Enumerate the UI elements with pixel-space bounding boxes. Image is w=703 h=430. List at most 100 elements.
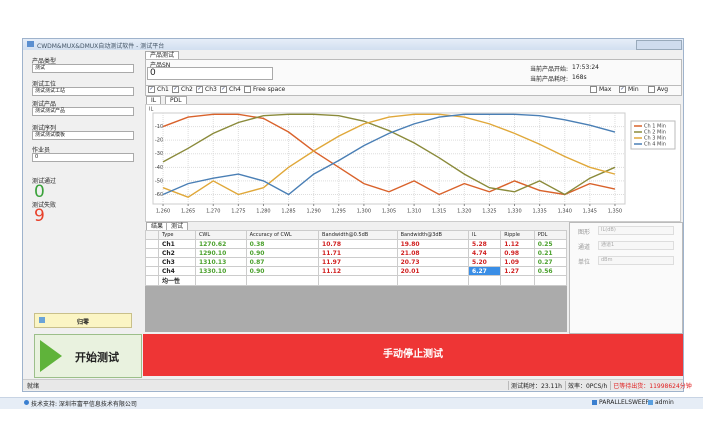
result-cell: 0.90	[245, 266, 320, 276]
result-tab[interactable]: 测试	[166, 222, 189, 230]
result-cell: Ch4	[158, 266, 196, 276]
checkbox	[590, 86, 597, 93]
result-row[interactable]: Ch1 1270.62 0.38 10.78 19.80 5.28 1.12 0.25	[145, 239, 568, 249]
stop-button[interactable]: 手动停止测试	[143, 334, 683, 376]
field-value[interactable]: 测试测试模板	[32, 131, 134, 140]
header-cell: Accuracy of CWL	[245, 230, 320, 240]
result-row[interactable]: Ch3 1310.13 0.87 11.97 20.73 5.20 1.09 0.27	[145, 257, 568, 267]
checkbox	[648, 86, 655, 93]
start-time-label: 当前产品开始:	[530, 66, 569, 73]
result-tab[interactable]: 结果	[146, 222, 169, 230]
result-cell: 1270.62	[194, 239, 247, 249]
start-label: 开始测试	[75, 351, 119, 364]
window-controls[interactable]	[636, 40, 682, 50]
result-cell: Ch2	[158, 248, 196, 258]
result-cell: 均一性	[158, 275, 196, 286]
y-tick-label: -60	[155, 192, 163, 198]
support-text: 技术支持: 深圳市富平信息技术有限公司	[31, 401, 137, 408]
x-tick-label: 1,280	[256, 209, 270, 215]
channel-check[interactable]: ✓ Ch3	[196, 86, 217, 93]
chart-tab[interactable]: PDL	[165, 96, 187, 104]
elapsed: 168s	[572, 74, 587, 81]
field-value[interactable]: 0	[32, 153, 134, 162]
x-tick-label: 1,285	[281, 209, 295, 215]
pass-label: 测试通过	[32, 178, 57, 185]
start-button[interactable]: 开始测试	[34, 334, 142, 378]
start-icon	[40, 340, 62, 372]
result-table: Type CWL Accuracy of CWL Bandwidth@0.5dB Ban…	[145, 230, 568, 286]
x-tick-label: 1,330	[507, 209, 521, 215]
result-cell: 0.38	[245, 239, 320, 249]
setting-label: 通道	[578, 244, 591, 251]
user-name: admin	[655, 399, 674, 406]
channel-check[interactable]: ✓ Ch4	[220, 86, 241, 93]
result-cell: 11.97	[318, 257, 398, 267]
check-bar	[145, 85, 682, 96]
sn-label: 产品SN	[150, 62, 171, 69]
x-tick-label: 1,305	[382, 209, 396, 215]
uniformity-row: 均一性	[145, 275, 568, 286]
x-tick-label: 1,300	[357, 209, 371, 215]
field-label: 测试产品	[32, 101, 57, 108]
y-tick-label: -30	[155, 151, 163, 157]
result-cell	[468, 275, 502, 286]
checkbox: ✓	[196, 86, 203, 93]
status-bar	[23, 379, 683, 390]
result-cell: 5.28	[468, 239, 502, 249]
channel-check[interactable]: ✓ Ch2	[172, 86, 193, 93]
checkbox: ✓	[172, 86, 179, 93]
field-label: 测试序列	[32, 125, 57, 132]
stat-check[interactable]: Avg	[648, 86, 668, 93]
setting-dropdown[interactable]: dBm	[598, 256, 674, 265]
result-cell: 0.21	[533, 248, 568, 258]
row-header	[145, 266, 159, 276]
legend-label: Ch 1 Min	[644, 124, 666, 130]
field-value[interactable]: 测试测试产品	[32, 107, 134, 116]
chart-tab[interactable]: IL	[146, 96, 162, 104]
setting-label: 单位	[578, 259, 591, 266]
checkbox	[244, 86, 251, 93]
fail-label: 测试失败	[32, 202, 57, 209]
y-tick-label: -20	[155, 138, 163, 144]
reset-button[interactable]: 归零	[34, 313, 132, 328]
result-cell: 1.27	[500, 266, 535, 276]
result-cell: 10.78	[318, 239, 398, 249]
title-bar	[23, 39, 683, 50]
stat-check[interactable]: Max	[590, 86, 611, 93]
header-cell	[145, 230, 159, 240]
sn-input[interactable]: 0	[147, 67, 273, 80]
x-tick-label: 1,335	[532, 209, 546, 215]
x-tick-label: 1,270	[206, 209, 220, 215]
y-axis-label: IL	[149, 107, 153, 113]
setting-dropdown[interactable]: IL(dB)	[598, 226, 674, 235]
result-cell: Ch3	[158, 257, 196, 267]
setting-dropdown[interactable]: 通道1	[598, 241, 674, 250]
status-text: 就绪	[27, 383, 40, 390]
result-row[interactable]: Ch4 1330.10 0.90 11.12 20.01 6.27 1.27 0.56	[145, 266, 568, 276]
result-cell: 1.09	[500, 257, 535, 267]
channel-check[interactable]: Free space	[244, 86, 285, 93]
field-value[interactable]: 测试测试工站	[32, 87, 134, 96]
x-tick-label: 1,260	[156, 209, 170, 215]
reset-icon	[39, 317, 45, 323]
result-cell: 20.73	[396, 257, 470, 267]
channel-check[interactable]: ✓ Ch1	[148, 86, 169, 93]
header-cell: Type	[158, 230, 196, 240]
start-arrow	[40, 340, 62, 372]
checkbox-label: Max	[599, 86, 612, 93]
result-cell: 0.25	[533, 239, 568, 249]
x-tick-label: 1,265	[181, 209, 195, 215]
stat-check[interactable]: ✓ Min	[619, 86, 639, 93]
field-value[interactable]: 测试	[32, 64, 134, 73]
result-row[interactable]: Ch2 1290.10 0.90 11.71 21.08 4.74 0.98 0.21	[145, 248, 568, 258]
checkbox: ✓	[148, 86, 155, 93]
x-tick-label: 1,320	[457, 209, 471, 215]
legend-label: Ch 4 Min	[644, 142, 666, 148]
legend-label: Ch 2 Min	[644, 130, 666, 136]
product-tab[interactable]: 产品测试	[145, 51, 180, 59]
result-cell: Ch1	[158, 239, 196, 249]
result-cell	[533, 275, 568, 286]
status-item: 测试耗时：23.11h	[508, 381, 562, 390]
checkbox: ✓	[619, 86, 626, 93]
